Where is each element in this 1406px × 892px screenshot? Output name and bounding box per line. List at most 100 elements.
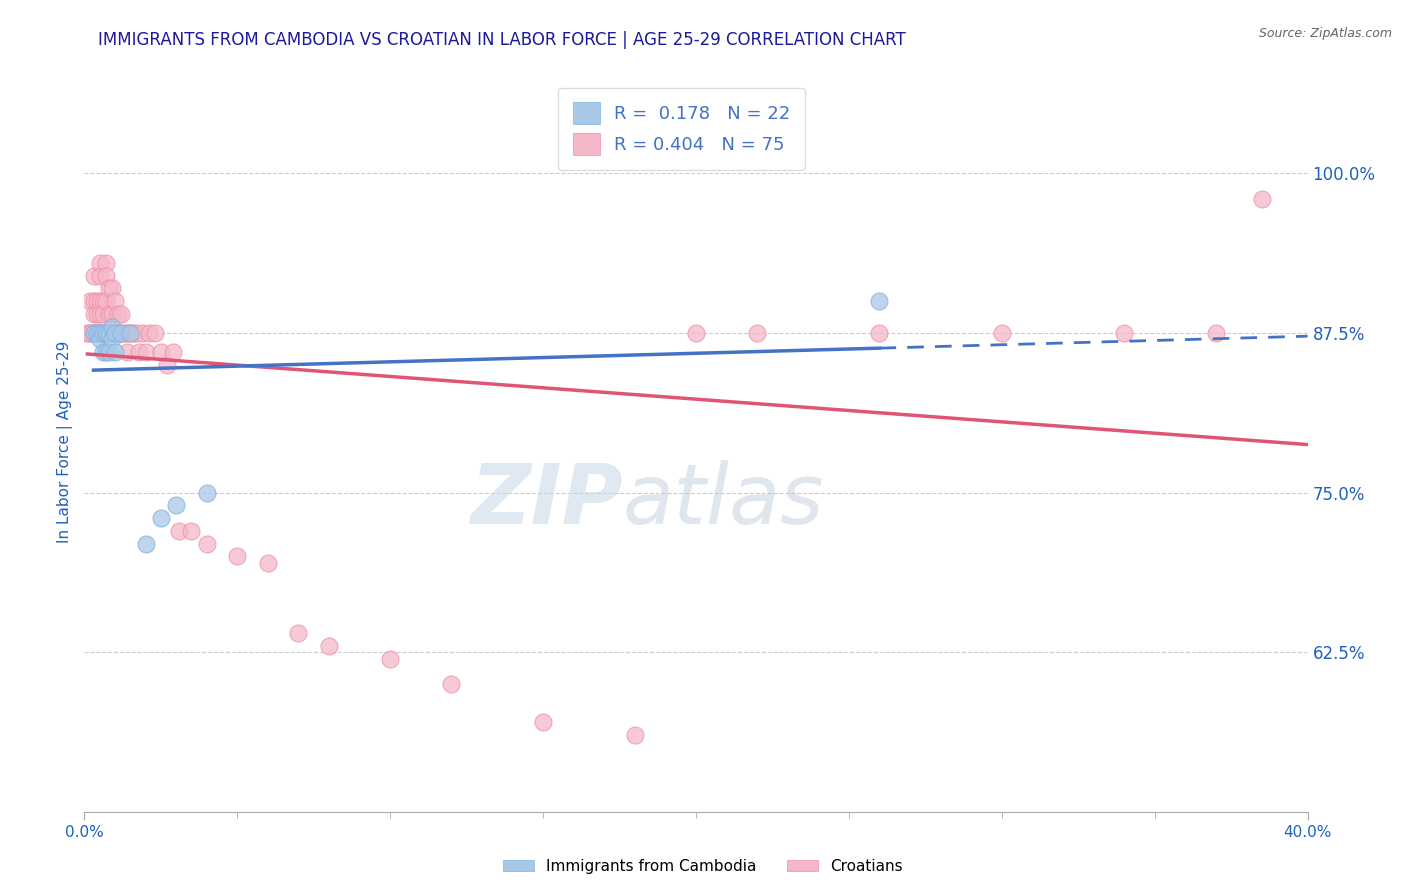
Point <box>94 326 117 340</box>
Point <box>101 333 124 347</box>
Point <box>89 268 111 283</box>
Point <box>91 345 114 359</box>
Point <box>94 326 117 340</box>
Point <box>112 326 135 340</box>
Point <box>107 326 129 340</box>
Y-axis label: In Labor Force | Age 25-29: In Labor Force | Age 25-29 <box>58 341 73 542</box>
Point <box>94 326 117 340</box>
Point <box>143 326 166 340</box>
Point <box>156 358 179 372</box>
Legend: R =  0.178   N = 22, R = 0.404   N = 75: R = 0.178 N = 22, R = 0.404 N = 75 <box>558 87 804 169</box>
Point <box>83 326 105 340</box>
Point <box>89 307 111 321</box>
Point <box>110 326 132 340</box>
Point <box>138 326 160 340</box>
Point <box>91 326 114 340</box>
Point <box>115 326 138 340</box>
Point <box>226 549 249 564</box>
Point <box>104 294 127 309</box>
Point <box>180 524 202 538</box>
Point <box>131 326 153 340</box>
Point <box>91 326 114 340</box>
Point <box>79 294 101 309</box>
Point <box>257 556 280 570</box>
Text: atlas: atlas <box>623 460 824 541</box>
Point <box>89 326 111 340</box>
Point <box>120 326 142 340</box>
Point <box>83 307 105 321</box>
Point <box>167 524 190 538</box>
Point <box>1205 326 1227 340</box>
Text: IMMIGRANTS FROM CAMBODIA VS CROATIAN IN LABOR FORCE | AGE 25-29 CORRELATION CHAR: IMMIGRANTS FROM CAMBODIA VS CROATIAN IN … <box>98 31 907 49</box>
Point <box>104 345 127 359</box>
Point <box>97 326 120 340</box>
Point <box>149 511 172 525</box>
Legend: Immigrants from Cambodia, Croatians: Immigrants from Cambodia, Croatians <box>498 853 908 880</box>
Point <box>76 326 98 340</box>
Point <box>86 326 108 340</box>
Point <box>120 326 142 340</box>
Point <box>91 294 114 309</box>
Point <box>83 326 105 340</box>
Point <box>869 326 891 340</box>
Point <box>104 326 127 340</box>
Point <box>531 715 554 730</box>
Point <box>83 294 105 309</box>
Point <box>94 326 117 340</box>
Point <box>89 256 111 270</box>
Point <box>89 326 111 340</box>
Point <box>125 326 148 340</box>
Text: ZIP: ZIP <box>470 460 623 541</box>
Point <box>122 326 145 340</box>
Point <box>89 326 111 340</box>
Point <box>110 307 132 321</box>
Point <box>97 307 120 321</box>
Point <box>104 326 127 340</box>
Point <box>149 345 172 359</box>
Point <box>89 333 111 347</box>
Point <box>86 294 108 309</box>
Point <box>135 345 157 359</box>
Point <box>685 326 707 340</box>
Point <box>869 294 891 309</box>
Point <box>83 268 105 283</box>
Point <box>97 326 120 340</box>
Point <box>101 281 124 295</box>
Point <box>79 326 101 340</box>
Text: Source: ZipAtlas.com: Source: ZipAtlas.com <box>1258 27 1392 40</box>
Point <box>97 326 120 340</box>
Point <box>135 536 157 550</box>
Point <box>162 345 184 359</box>
Point <box>97 345 120 359</box>
Point <box>624 728 647 742</box>
Point <box>107 307 129 321</box>
Point <box>440 677 463 691</box>
Point <box>128 345 150 359</box>
Point <box>86 307 108 321</box>
Point <box>1114 326 1136 340</box>
Point <box>83 326 105 340</box>
Point <box>101 307 124 321</box>
Point <box>115 345 138 359</box>
Point <box>91 326 114 340</box>
Point <box>94 294 117 309</box>
Point <box>79 326 101 340</box>
Point <box>287 626 309 640</box>
Point <box>1250 192 1272 206</box>
Point <box>165 499 187 513</box>
Point <box>195 536 218 550</box>
Point <box>89 294 111 309</box>
Point <box>747 326 769 340</box>
Point <box>91 307 114 321</box>
Point <box>101 319 124 334</box>
Point <box>86 326 108 340</box>
Point <box>104 326 127 340</box>
Point <box>94 345 117 359</box>
Point <box>97 281 120 295</box>
Point <box>318 639 340 653</box>
Point <box>86 326 108 340</box>
Point <box>195 485 218 500</box>
Point <box>380 651 402 665</box>
Point <box>991 326 1014 340</box>
Point <box>101 326 124 340</box>
